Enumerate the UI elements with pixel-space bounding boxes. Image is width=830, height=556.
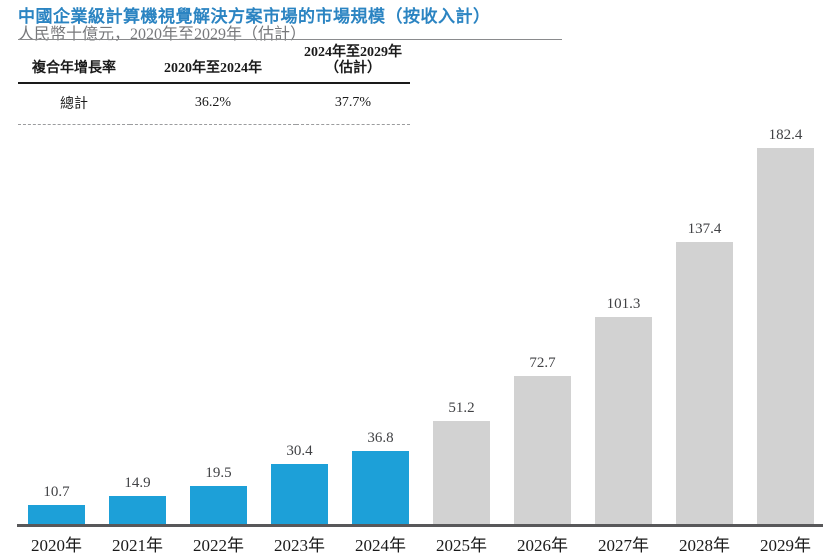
x-axis-label-2020年: 2020年 — [31, 536, 82, 555]
bar-group-2022年: 19.5 — [178, 465, 259, 527]
bar-forecast — [514, 376, 571, 527]
x-axis-line — [17, 524, 823, 527]
bar-group-2024年: 36.8 — [340, 430, 421, 527]
x-axis-label-2022年: 2022年 — [193, 536, 244, 555]
bar-group-2025年: 51.2 — [421, 400, 502, 527]
bar-group-2021年: 14.9 — [97, 475, 178, 527]
x-axis-labels: 2020年 2021年 2022年 2023年 2024年 2025年 2026年 2027年… — [16, 531, 826, 556]
x-axis-label-2028年: 2028年 — [679, 536, 730, 555]
bar-historical — [271, 464, 328, 527]
cagr-value-2020-2024: 36.2% — [130, 83, 296, 125]
bar-forecast — [676, 242, 733, 527]
bar-forecast — [757, 148, 814, 527]
bar-value-label: 51.2 — [448, 400, 475, 416]
bar-value-label: 30.4 — [286, 443, 313, 459]
cagr-table-total-row: 總計 36.2% 37.7% — [18, 83, 410, 125]
bar-value-label: 137.4 — [687, 221, 722, 237]
bar-group-2028年: 137.4 — [664, 221, 745, 527]
bar-value-label: 14.9 — [124, 475, 151, 491]
x-axis-label-2023年: 2023年 — [274, 536, 325, 555]
cagr-col-header-2020-2024: 2020年至2024年 — [130, 45, 296, 84]
bar-historical — [190, 486, 247, 527]
cagr-value-2024-2029: 37.7% — [296, 83, 410, 125]
x-axis-label-2026年: 2026年 — [517, 536, 568, 555]
cagr-col-header-2024-2029-line2: （估計） — [325, 61, 381, 76]
bar-value-label: 36.8 — [367, 430, 394, 446]
bar-forecast — [433, 421, 490, 527]
bar-group-2029年: 182.4 — [745, 127, 826, 527]
bar-value-label: 10.7 — [43, 484, 70, 500]
chart-subtitle: 人民幣十億元，2020年至2029年（估計） — [18, 26, 307, 43]
cagr-col-header-2024-2029-line1: 2024年至2029年 — [304, 45, 402, 60]
bar-group-2023年: 30.4 — [259, 443, 340, 527]
cagr-col-header-metric: 複合年增長率 — [18, 45, 130, 84]
chart-title: 中國企業級計算機視覺解決方案市場的市場規模（按收入計） — [18, 7, 491, 26]
x-axis-label-2025年: 2025年 — [436, 536, 487, 555]
x-axis-label-2027年: 2027年 — [598, 536, 649, 555]
cagr-row-label-total: 總計 — [18, 83, 130, 125]
x-axis-label-2029年: 2029年 — [760, 536, 811, 555]
cagr-col-header-2024-2029: 2024年至2029年 （估計） — [296, 45, 410, 84]
x-axis-label-2021年: 2021年 — [112, 536, 163, 555]
bar-value-label: 19.5 — [205, 465, 232, 481]
bar-forecast — [595, 317, 652, 527]
bar-group-2026年: 72.7 — [502, 355, 583, 527]
bar-historical — [109, 496, 166, 527]
bar-group-2027年: 101.3 — [583, 296, 664, 527]
bar-group-2020年: 10.7 — [16, 484, 97, 527]
bar-historical — [352, 451, 409, 527]
bar-chart-bars: 10.7 14.9 19.5 30.4 36.8 51.2 72.7 101.3 137.4 18… — [16, 126, 826, 527]
cagr-table-header-row: 複合年增長率 2020年至2024年 2024年至2029年 （估計） — [18, 45, 410, 84]
x-axis-label-2024年: 2024年 — [355, 536, 406, 555]
bar-chart: 10.7 14.9 19.5 30.4 36.8 51.2 72.7 101.3 137.4 18… — [16, 126, 826, 527]
subtitle-divider-rule — [18, 39, 562, 40]
cagr-table: 複合年增長率 2020年至2024年 2024年至2029年 （估計） 總計 3… — [18, 45, 410, 125]
bar-value-label: 72.7 — [529, 355, 556, 371]
bar-historical — [28, 505, 85, 527]
bar-value-label: 101.3 — [606, 296, 641, 312]
bar-value-label: 182.4 — [768, 127, 803, 143]
